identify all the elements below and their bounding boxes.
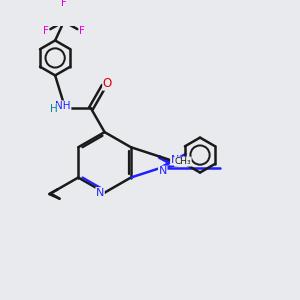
- Text: F: F: [61, 0, 67, 8]
- Text: F: F: [79, 26, 85, 36]
- Text: N: N: [171, 155, 179, 165]
- Text: CH₃: CH₃: [175, 157, 191, 166]
- Text: O: O: [103, 77, 112, 90]
- Text: N: N: [96, 188, 104, 198]
- Text: NH: NH: [56, 101, 71, 111]
- Text: F: F: [43, 26, 49, 36]
- Text: H: H: [50, 104, 58, 114]
- Text: N: N: [159, 166, 167, 176]
